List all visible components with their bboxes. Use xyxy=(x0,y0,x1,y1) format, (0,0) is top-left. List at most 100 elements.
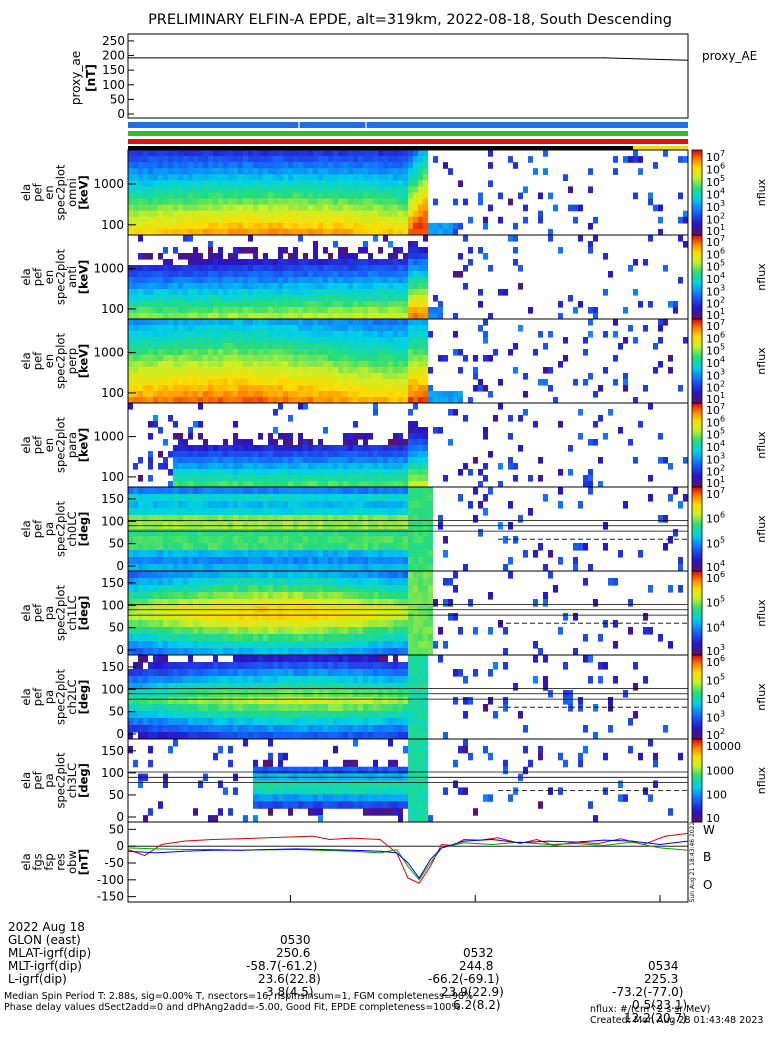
spectrogram-cell xyxy=(243,199,248,206)
spectrogram-cell xyxy=(188,277,193,284)
spectrogram-cell xyxy=(328,599,333,607)
spectrogram-cell xyxy=(203,367,208,374)
spectrogram-cell xyxy=(378,162,383,169)
spectrogram-cell xyxy=(363,439,368,446)
spectrogram-cell xyxy=(273,265,278,272)
spectrogram-cell xyxy=(173,343,178,350)
spectrogram-cell xyxy=(353,319,358,326)
spectrogram-cell xyxy=(193,543,198,551)
spectrogram-cell xyxy=(363,620,368,628)
spectrogram-cell xyxy=(343,592,348,600)
spectrogram-cell xyxy=(233,301,238,308)
spectrogram-cell xyxy=(213,641,218,649)
spectrogram-cell xyxy=(368,361,373,368)
spectrogram-cell xyxy=(158,391,163,398)
spectrogram-cell xyxy=(338,301,343,308)
spectrogram-cell xyxy=(178,253,183,260)
spectrogram-cell xyxy=(318,223,323,230)
spectrogram-cell xyxy=(203,259,208,266)
spectrogram-cell xyxy=(453,331,458,338)
spectrogram-cell xyxy=(158,599,163,607)
spectrogram-cell xyxy=(388,193,393,200)
spectrogram-cell xyxy=(343,283,348,290)
spectrogram-cell xyxy=(308,550,313,558)
spectrogram-cell xyxy=(423,277,428,284)
spectrogram-cell xyxy=(328,193,333,200)
spectrogram-cell xyxy=(203,599,208,607)
spectrogram-cell xyxy=(188,295,193,302)
spectrogram-cell xyxy=(298,265,303,272)
spectrogram-cell xyxy=(303,355,308,362)
spectrogram-cell xyxy=(268,475,273,482)
spectrogram-cell xyxy=(408,259,413,266)
spectrogram-cell xyxy=(128,174,133,181)
spectrogram-cell xyxy=(243,445,248,452)
spectrogram-cell xyxy=(173,457,178,464)
spectrogram-cell xyxy=(568,469,573,476)
spectrogram-cell xyxy=(473,373,478,380)
spectrogram-cell xyxy=(263,193,268,200)
spectrogram-cell xyxy=(398,648,403,656)
spectrogram-cell xyxy=(273,379,278,386)
spectrogram-cell xyxy=(258,319,263,326)
spectrogram-cell xyxy=(263,451,268,458)
spectrogram-cell xyxy=(288,648,293,656)
spectrogram-cell xyxy=(158,343,163,350)
spectrogram-cell xyxy=(373,613,378,621)
spectrogram-cell xyxy=(178,168,183,175)
spectrogram-cell xyxy=(253,564,258,572)
spectrogram-cell xyxy=(158,451,163,458)
spectrogram-cell xyxy=(393,186,398,193)
spectrogram-cell xyxy=(553,205,558,212)
spectrogram-cell xyxy=(213,180,218,187)
spectrogram-cell xyxy=(308,469,313,476)
spectrogram-cell xyxy=(543,367,548,374)
spectrogram-tick-label: 1000 xyxy=(93,346,124,360)
spectrogram-cell xyxy=(453,349,458,356)
spectrogram-cell xyxy=(373,199,378,206)
spectrogram-cell xyxy=(338,529,343,537)
spectrogram-cell xyxy=(223,337,228,344)
spectrogram-cell xyxy=(258,301,263,308)
spectrogram-cell xyxy=(373,641,378,649)
spectrogram-cell xyxy=(208,445,213,452)
spectrogram-cell xyxy=(203,217,208,224)
spectrogram-cell xyxy=(378,463,383,470)
spectrogram-cell xyxy=(163,199,168,206)
spectrogram-cell xyxy=(463,415,468,422)
spectrogram-cell xyxy=(243,355,248,362)
spectrogram-cell xyxy=(258,515,263,523)
spectrogram-cell xyxy=(318,634,323,642)
spectrogram-cell xyxy=(318,199,323,206)
spectrogram-cell xyxy=(288,205,293,212)
spectrogram-cell xyxy=(148,186,153,193)
spectrogram-cell xyxy=(268,634,273,642)
spectrogram-cell xyxy=(398,168,403,175)
spectrogram-cell xyxy=(143,355,148,362)
spectrogram-cell xyxy=(538,217,543,224)
spectrogram-cell xyxy=(178,180,183,187)
spectrogram-cell xyxy=(278,529,283,537)
spectrogram-cell xyxy=(248,150,253,157)
spectrogram-cell xyxy=(518,415,523,422)
spectrogram-cell xyxy=(388,550,393,558)
spectrogram-cell xyxy=(273,186,278,193)
spectrogram-cell xyxy=(238,325,243,332)
spectrogram-cell xyxy=(138,648,143,656)
spectrogram-cell xyxy=(228,469,233,476)
spectrogram-cell xyxy=(338,367,343,374)
spectrogram-cell xyxy=(188,557,193,565)
spectrogram-cell xyxy=(348,283,353,290)
spectrogram-cell xyxy=(323,494,328,502)
spectrogram-cell xyxy=(338,174,343,181)
spectrogram-cell xyxy=(248,235,253,242)
spectrogram-cell xyxy=(403,585,408,593)
spectrogram-cell xyxy=(213,385,218,392)
spectrogram-cell xyxy=(213,150,218,157)
spectrogram-cell xyxy=(323,469,328,476)
spectrogram-cell xyxy=(418,427,423,434)
spectrogram-cell xyxy=(373,265,378,272)
spectrogram-cell xyxy=(168,529,173,537)
spectrogram-cell xyxy=(243,627,248,635)
spectrogram-cell xyxy=(398,457,403,464)
